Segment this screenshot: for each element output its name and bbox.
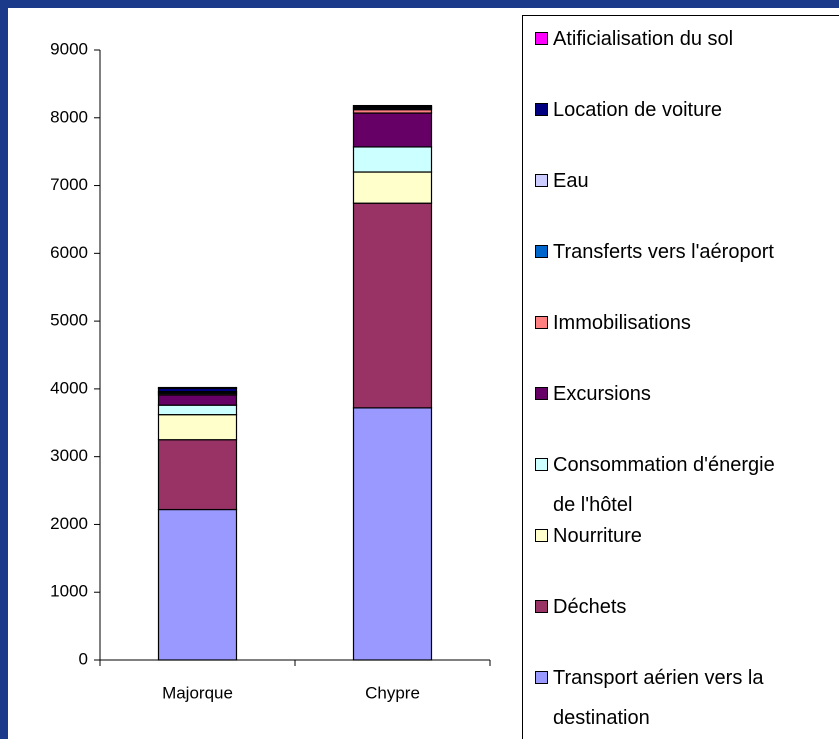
legend-item: Nourriture xyxy=(535,516,797,556)
y-tick-label: 6000 xyxy=(50,243,88,262)
legend-swatch xyxy=(535,600,548,613)
legend-label: Transport aérien vers la destination xyxy=(553,667,764,729)
legend-item: Immobilisations xyxy=(535,303,797,343)
legend-label: Nourriture xyxy=(553,525,642,547)
legend-item: Eau xyxy=(535,161,797,201)
bar-segment xyxy=(157,508,238,661)
bar-segment xyxy=(157,404,238,416)
legend-item: Transferts vers l'aéroport xyxy=(535,232,797,272)
legend-item: Déchets xyxy=(535,587,797,627)
y-tick-label: 8000 xyxy=(50,107,88,126)
legend-label: Eau xyxy=(553,170,589,192)
legend-item: Transport aérien vers la destination xyxy=(535,658,797,738)
y-tick-label: 1000 xyxy=(50,582,88,601)
y-tick-label: 3000 xyxy=(50,446,88,465)
y-tick-label: 0 xyxy=(79,649,88,668)
y-tick-label: 5000 xyxy=(50,311,88,330)
bar-segment xyxy=(352,171,433,204)
x-tick-label: Majorque xyxy=(162,683,233,702)
legend-label: Immobilisations xyxy=(553,312,691,334)
legend-swatch xyxy=(535,245,548,258)
legend-item: Atificialisation du sol xyxy=(535,19,797,59)
x-tick-label: Chypre xyxy=(365,683,420,702)
y-tick-label: 7000 xyxy=(50,175,88,194)
legend-label: Consommation d'énergie de l'hôtel xyxy=(553,454,775,516)
legend-label: Déchets xyxy=(553,596,627,618)
legend-item: Consommation d'énergie de l'hôtel xyxy=(535,445,797,525)
legend-label: Excursions xyxy=(553,383,651,405)
bar-segment xyxy=(352,104,433,107)
bar-segment xyxy=(157,386,238,389)
y-tick-label: 4000 xyxy=(50,378,88,397)
bar-segment xyxy=(352,407,433,661)
legend-label: Atificialisation du sol xyxy=(553,28,734,50)
bar-segment xyxy=(352,202,433,409)
legend-label: Transferts vers l'aéroport xyxy=(553,241,774,263)
bar-segment xyxy=(157,394,238,406)
legend-swatch xyxy=(535,103,548,116)
legend-item: Excursions xyxy=(535,374,797,414)
legend-swatch xyxy=(535,387,548,400)
legend-swatch xyxy=(535,458,548,471)
legend-swatch xyxy=(535,174,548,187)
legend-item: Location de voiture xyxy=(535,90,797,130)
legend-swatch xyxy=(535,671,548,684)
y-tick-label: 9000 xyxy=(50,39,88,58)
legend-swatch xyxy=(535,316,548,329)
legend: Transport aérien vers la destination Déch… xyxy=(522,15,839,739)
legend-swatch xyxy=(535,529,548,542)
bar-segment xyxy=(352,112,433,148)
legend-swatch xyxy=(535,32,548,45)
bar-segment xyxy=(352,146,433,173)
y-tick-label: 2000 xyxy=(50,514,88,533)
bar-segment xyxy=(157,414,238,441)
bar-segment xyxy=(157,439,238,511)
legend-label: Location de voiture xyxy=(553,99,723,121)
